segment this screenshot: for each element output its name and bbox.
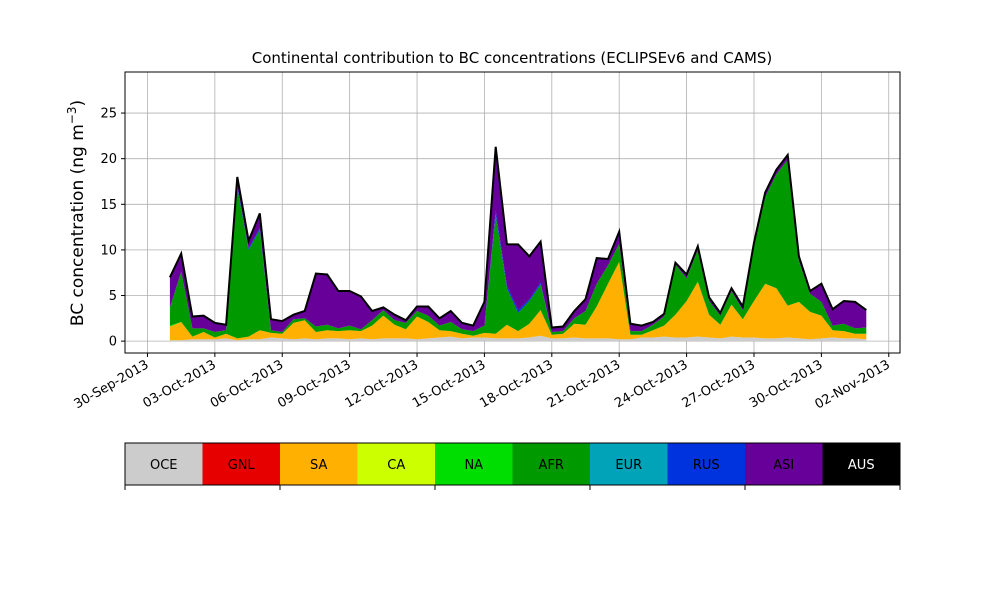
- legend-label-oce: OCE: [150, 458, 178, 473]
- region-colorbar-legend: OCE GNL SA CA NA AFR EUR RUS ASI AUS: [124, 442, 901, 490]
- legend-swatch-aus: [822, 443, 900, 485]
- area-series-oce: [169, 335, 867, 342]
- legend-label-sa: SA: [310, 458, 327, 473]
- legend-label-ca: CA: [387, 458, 405, 473]
- legend-frame: [124, 442, 901, 486]
- x-tick-label: 18-Oct-2013: [477, 357, 555, 411]
- y-tick-label: 5: [109, 289, 117, 304]
- y-tick-label: 25: [100, 107, 117, 122]
- plot-area: [124, 71, 901, 354]
- x-tick-label: 21-Oct-2013: [545, 357, 623, 411]
- y-axis-label-superscript: −3: [65, 106, 79, 124]
- x-axis: 30-Sep-201303-Oct-201306-Oct-201309-Oct-…: [72, 353, 893, 412]
- legend-label-rus: RUS: [693, 458, 720, 473]
- y-axis-label: BC concentration (ng m−3): [65, 100, 88, 326]
- y-tick-label: 15: [100, 198, 117, 213]
- total-concentration-line: [168, 146, 867, 329]
- x-tick-label: 03-Oct-2013: [140, 357, 218, 411]
- legend-swatch-gnl: [202, 443, 280, 485]
- x-tick-label: 30-Sep-2013: [72, 357, 152, 412]
- x-tick-label: 15-Oct-2013: [410, 357, 488, 411]
- legend-swatch-oce: [125, 443, 203, 485]
- y-tick-label: 10: [100, 243, 117, 258]
- x-tick-label: 27-Oct-2013: [680, 357, 758, 411]
- x-tick-label: 24-Oct-2013: [612, 357, 690, 411]
- x-tick-label: 06-Oct-2013: [208, 357, 286, 411]
- chart-title: Continental contribution to BC concentra…: [252, 49, 773, 67]
- legend-label-gnl: GNL: [228, 458, 256, 473]
- x-tick-label: 12-Oct-2013: [343, 357, 421, 411]
- legend-swatch-sa: [280, 443, 358, 485]
- y-tick-label: 0: [109, 335, 117, 350]
- legend-label-asi: ASI: [773, 458, 794, 473]
- area-series-asi: [169, 146, 867, 332]
- area-series-sa: [169, 261, 867, 341]
- y-tick-label: 20: [100, 152, 117, 167]
- legend-swatch-ca: [357, 443, 435, 485]
- legend-label-eur: EUR: [615, 458, 642, 473]
- y-axis: 0 5 10 15 20 25: [100, 107, 125, 350]
- legend-label-afr: AFR: [539, 458, 564, 473]
- plot-frame: [124, 71, 901, 354]
- legend-swatch-asi: [745, 443, 823, 485]
- y-axis-label-close: ): [68, 100, 88, 107]
- x-tick-label: 02-Nov-2013: [812, 357, 892, 412]
- legend-label-aus: AUS: [848, 458, 875, 473]
- x-tick-label: 09-Oct-2013: [275, 357, 353, 411]
- area-series-afr: [169, 159, 867, 339]
- legend-label-na: NA: [464, 458, 483, 473]
- legend-swatch-na: [435, 443, 513, 485]
- legend-swatch-eur: [590, 443, 668, 485]
- legend-swatch-rus: [667, 443, 745, 485]
- legend-swatch-afr: [512, 443, 590, 485]
